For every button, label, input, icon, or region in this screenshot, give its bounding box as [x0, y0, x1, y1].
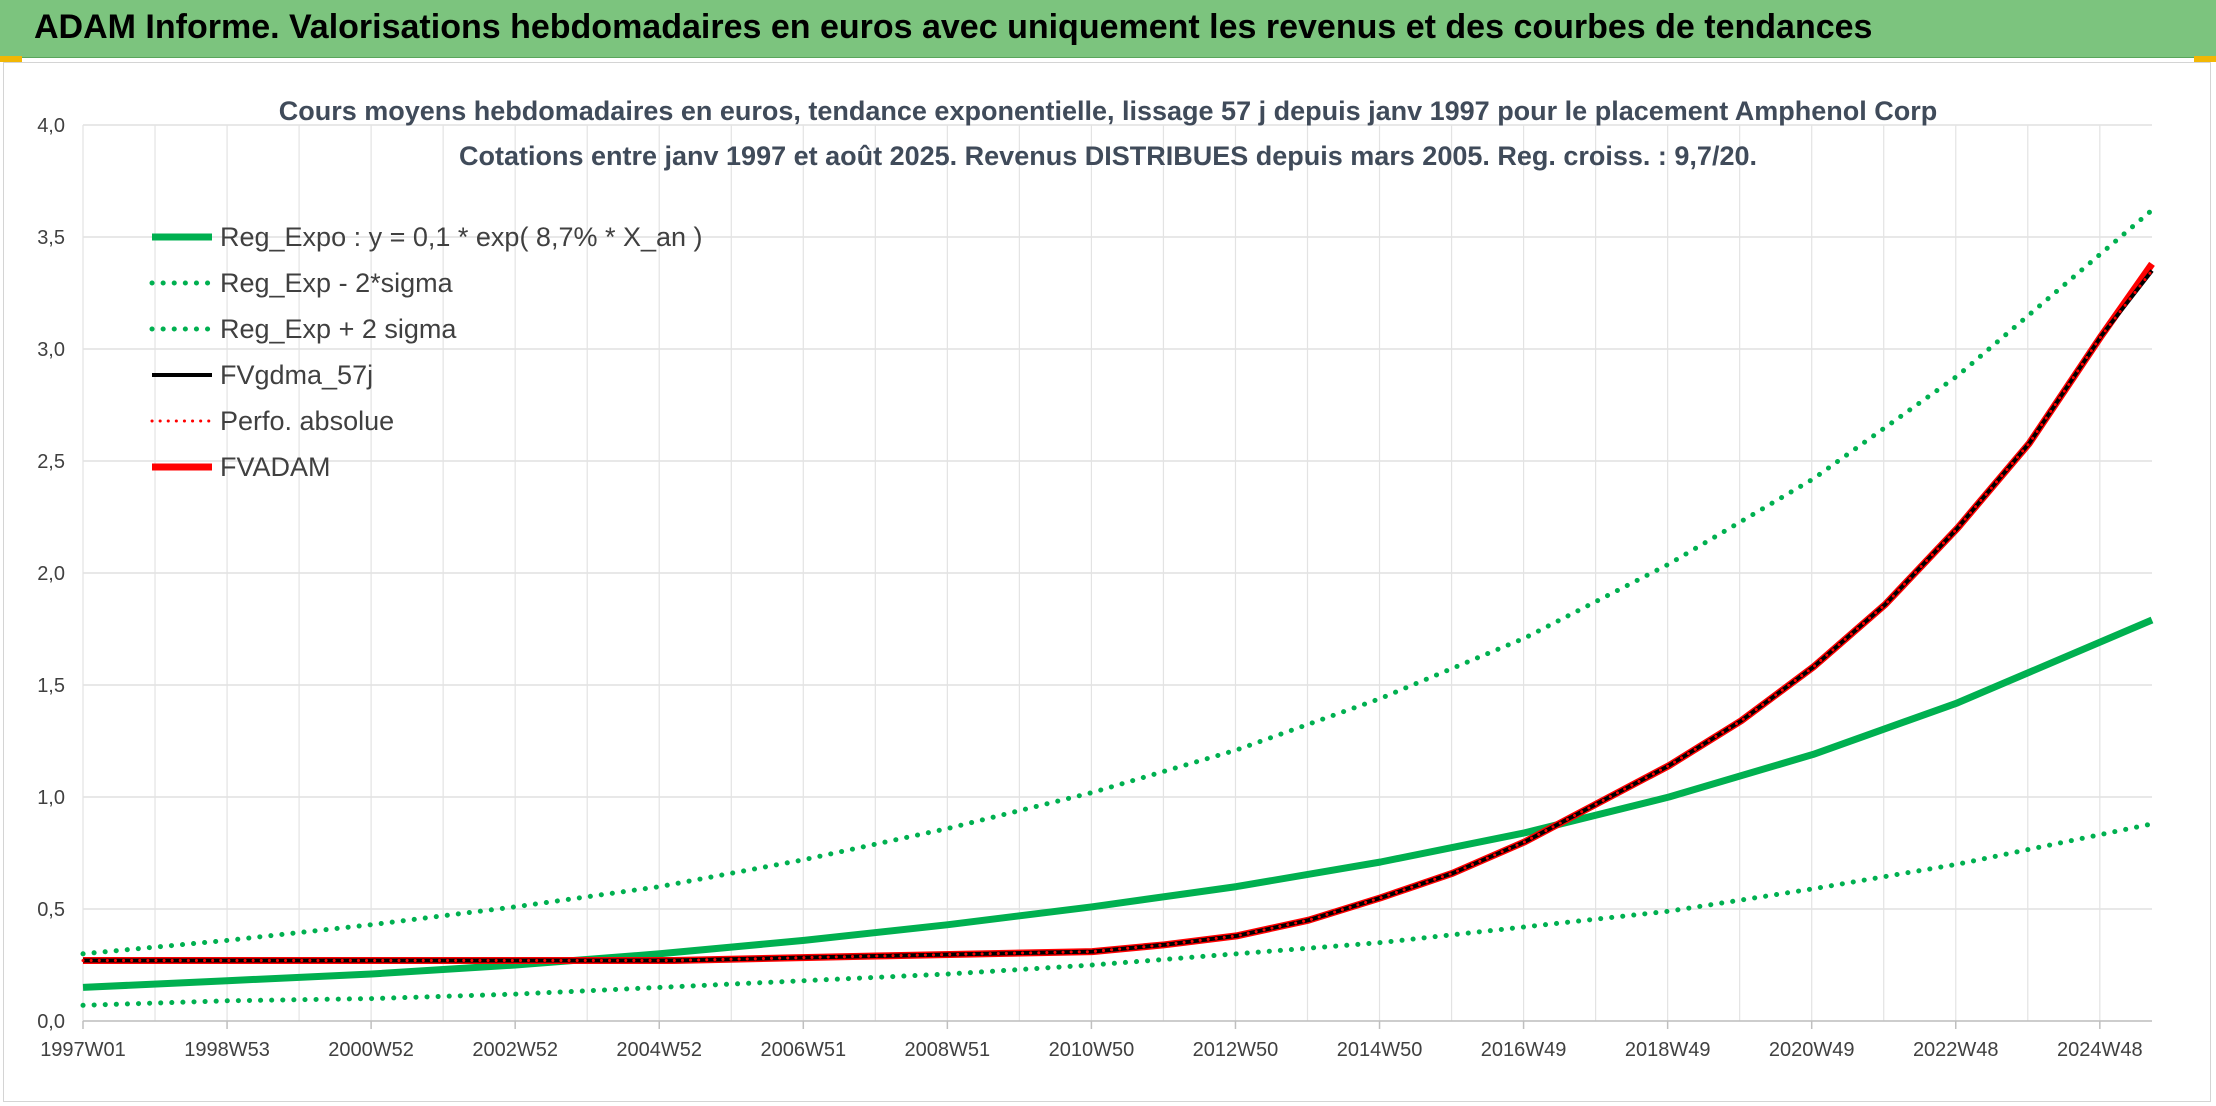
x-tick-label: 2024W48 [2057, 1039, 2143, 1061]
legend-label: Perfo. absolue [220, 406, 394, 436]
series-line [80, 821, 2155, 1008]
chart-series [80, 207, 2155, 1008]
series-line [82, 616, 2154, 991]
y-axis-ticks: 0,0 0,5 1,0 1,5 2,0 2,5 3,0 3,5 4,0 [37, 115, 65, 1033]
series-line [81, 269, 2154, 962]
chart-legend: Reg_Expo : y = 0,1 * exp( 8,7% * X_an ) R… [149, 222, 703, 482]
x-axis-ticks: 1997W01 1998W53 2000W52 2002W52 2004W52 2006W… [40, 1021, 2143, 1061]
chart-subtitle: Cotations entre janv 1997 et août 2025. … [459, 141, 1757, 171]
y-tick-label: 4,0 [37, 115, 65, 137]
x-tick-label: 2008W51 [905, 1039, 991, 1061]
y-tick-label: 3,0 [37, 339, 65, 361]
chart-title: Cours moyens hebdomadaires en euros, ten… [279, 96, 1937, 126]
chart-grid [82, 124, 2152, 1022]
title-banner: ADAM Informe. Valorisations hebdomadaire… [0, 0, 2216, 58]
corner-mark-left [0, 56, 22, 62]
y-tick-label: 0,0 [37, 1011, 65, 1033]
y-tick-label: 1,5 [37, 675, 65, 697]
x-tick-label: 2006W51 [760, 1039, 846, 1061]
x-tick-label: 2010W50 [1049, 1039, 1135, 1061]
legend-label: Reg_Exp - 2*sigma [220, 268, 454, 298]
corner-mark-right [2194, 56, 2216, 62]
y-tick-label: 2,0 [37, 563, 65, 585]
series-line [83, 269, 2154, 963]
series-line [83, 261, 2155, 964]
banner-title: ADAM Informe. Valorisations hebdomadaire… [34, 8, 1873, 46]
y-tick-label: 1,0 [37, 787, 65, 809]
x-tick-label: 2018W49 [1625, 1039, 1711, 1061]
legend-label: Reg_Expo : y = 0,1 * exp( 8,7% * X_an ) [220, 222, 703, 252]
x-tick-label: 1997W01 [40, 1039, 126, 1061]
x-tick-label: 2004W52 [616, 1039, 702, 1061]
x-tick-label: 2020W49 [1769, 1039, 1855, 1061]
y-tick-label: 0,5 [37, 899, 65, 921]
x-tick-label: 2014W50 [1337, 1039, 1423, 1061]
series-line [80, 207, 2155, 957]
legend-label: Reg_Exp + 2 sigma [220, 314, 457, 344]
legend-label: FVgdma_57j [220, 360, 373, 390]
x-tick-label: 1998W53 [184, 1039, 270, 1061]
legend-label: FVADAM [220, 452, 331, 482]
y-tick-label: 3,5 [37, 227, 65, 249]
x-tick-label: 2000W52 [328, 1039, 414, 1061]
x-tick-label: 2012W50 [1193, 1039, 1279, 1061]
x-tick-label: 2002W52 [472, 1039, 558, 1061]
x-tick-label: 2016W49 [1481, 1039, 1567, 1061]
x-tick-label: 2022W48 [1913, 1039, 1999, 1061]
y-tick-label: 2,5 [37, 451, 65, 473]
